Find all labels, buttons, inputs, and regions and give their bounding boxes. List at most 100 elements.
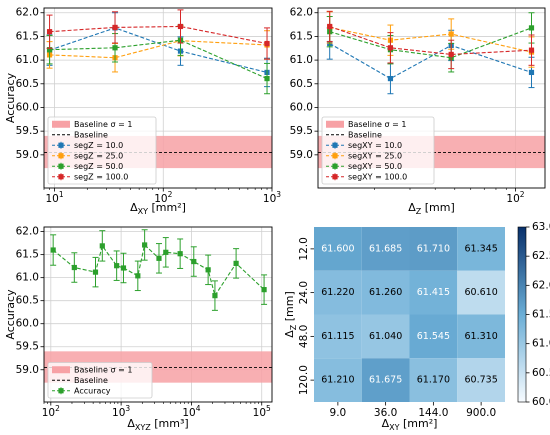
legend-band-swatch bbox=[52, 120, 70, 128]
heatmap-cell-label: 61.675 bbox=[369, 375, 402, 386]
data-point bbox=[92, 269, 99, 275]
legend-series-marker bbox=[58, 142, 64, 148]
legend-series-label: segXY = 10.0 bbox=[348, 141, 402, 150]
data-point bbox=[448, 31, 454, 37]
legend-band-swatch bbox=[326, 120, 344, 128]
series-line bbox=[49, 27, 268, 73]
x-tick-label: 103 bbox=[263, 190, 281, 205]
data-point bbox=[112, 24, 118, 31]
y-tick-label: 61.0 bbox=[16, 272, 39, 284]
y-axis-label: Accuracy bbox=[4, 289, 17, 340]
data-point bbox=[177, 251, 183, 257]
legend-series-label: segXY = 50.0 bbox=[348, 162, 402, 171]
heatmap-cell-label: 61.710 bbox=[417, 243, 450, 254]
heatmap-cell-label: 61.310 bbox=[465, 331, 498, 342]
heatmap-cell-label: 61.600 bbox=[321, 243, 354, 254]
data-point bbox=[387, 75, 394, 82]
heatmap-cell bbox=[409, 314, 458, 359]
series-0 bbox=[50, 229, 268, 311]
y-tick-label: 12.0 bbox=[298, 237, 310, 260]
x-label-unit: [mm²] bbox=[148, 201, 186, 214]
x-tick-base: 10 bbox=[253, 407, 266, 419]
heatmap-cell bbox=[314, 227, 362, 271]
legend-series-marker bbox=[58, 174, 64, 180]
legend-series-marker bbox=[58, 388, 64, 394]
series-1 bbox=[326, 11, 535, 68]
series-line bbox=[49, 39, 268, 80]
legend-band-label: Baseline σ = 1 bbox=[74, 365, 132, 374]
legend-series-marker bbox=[332, 153, 338, 159]
heatmap-cell-label: 61.260 bbox=[369, 287, 402, 298]
x-tick-exp: 2 bbox=[55, 404, 60, 413]
data-point bbox=[448, 51, 454, 58]
x-tick-label: 105 bbox=[253, 404, 271, 419]
y-tick-label: 60.0 bbox=[16, 101, 39, 113]
x-tick-label: 36.0 bbox=[374, 407, 397, 419]
legend-series-marker bbox=[332, 163, 338, 169]
y-axis-label: Accuracy bbox=[4, 72, 17, 123]
series-0 bbox=[46, 12, 271, 88]
x-axis-label: ΔXY [mm²] bbox=[382, 417, 438, 432]
data-point bbox=[387, 45, 394, 51]
heatmap-cell bbox=[409, 227, 458, 271]
legend-frame bbox=[321, 116, 435, 185]
heatmap-cell bbox=[361, 314, 410, 359]
legend-series-marker bbox=[332, 142, 338, 148]
y-tick-label: 24.0 bbox=[298, 281, 310, 304]
x-tick-base: 10 bbox=[154, 193, 167, 205]
data-point bbox=[163, 249, 169, 255]
legend-series-marker bbox=[58, 163, 64, 169]
x-tick-label: 103 bbox=[112, 404, 130, 419]
series-line bbox=[49, 25, 268, 45]
data-point bbox=[142, 242, 148, 248]
heatmap-cell bbox=[314, 270, 362, 315]
x-tick-base: 10 bbox=[182, 407, 195, 419]
y-axis-label: ΔZ [mm] bbox=[283, 291, 298, 338]
data-point bbox=[112, 45, 118, 51]
legend-series-marker bbox=[58, 153, 64, 159]
data-point bbox=[205, 267, 211, 273]
data-point bbox=[46, 29, 53, 35]
x-axis-label: ΔXYZ [mm³] bbox=[127, 417, 188, 432]
data-point bbox=[71, 264, 77, 271]
y-tick-label: 48.0 bbox=[298, 325, 310, 348]
x-tick-label: 102 bbox=[42, 404, 60, 419]
colorbar-tick-label: 61.0 bbox=[532, 338, 550, 350]
series-line bbox=[52, 243, 265, 297]
heatmap-cell bbox=[409, 358, 458, 402]
y-tick-label: 59.5 bbox=[290, 125, 313, 137]
y-tick-label: 60.5 bbox=[16, 78, 39, 90]
data-point bbox=[264, 40, 270, 47]
y-tick-label: 62.0 bbox=[16, 7, 39, 19]
legend-series-label: segZ = 10.0 bbox=[74, 141, 123, 150]
legend-series-label: Accuracy bbox=[74, 386, 111, 395]
data-point bbox=[327, 23, 333, 30]
y-tick-label: 61.5 bbox=[16, 30, 39, 42]
y-tick-label: 59.5 bbox=[16, 341, 39, 353]
x-tick-base: 10 bbox=[45, 193, 58, 205]
colorbar: 60.0 60.5 61.0 61.5 62.0 62.5 63.0 bbox=[517, 221, 550, 408]
series-line bbox=[329, 26, 532, 53]
colorbar-tick-label: 62.5 bbox=[532, 250, 550, 262]
y-label-subscript: Z bbox=[289, 324, 298, 330]
x-tick-label: 102 bbox=[154, 190, 172, 205]
y-tick-label: 62.0 bbox=[290, 7, 313, 19]
data-point bbox=[50, 247, 56, 253]
series-line bbox=[329, 25, 532, 55]
heatmap-cell-label: 61.220 bbox=[321, 287, 354, 298]
x-tick-label: 9.0 bbox=[330, 407, 347, 419]
y-tick-label: 59.0 bbox=[16, 149, 39, 161]
y-tick-label: 61.0 bbox=[16, 54, 39, 66]
heatmap-cell-label: 61.115 bbox=[321, 331, 354, 342]
legend-band-label: Baseline σ = 1 bbox=[74, 120, 132, 129]
y-label-unit: [mm] bbox=[283, 291, 296, 325]
legend-series-label: segXY = 100.0 bbox=[348, 172, 407, 181]
data-point bbox=[261, 287, 267, 293]
x-tick-label: 144.0 bbox=[418, 407, 448, 419]
x-tick-exp: 2 bbox=[168, 190, 173, 199]
y-tick-label: 59.0 bbox=[290, 149, 313, 161]
y-label-symbol: Δ bbox=[283, 330, 296, 338]
x-tick-exp: 4 bbox=[196, 404, 201, 413]
